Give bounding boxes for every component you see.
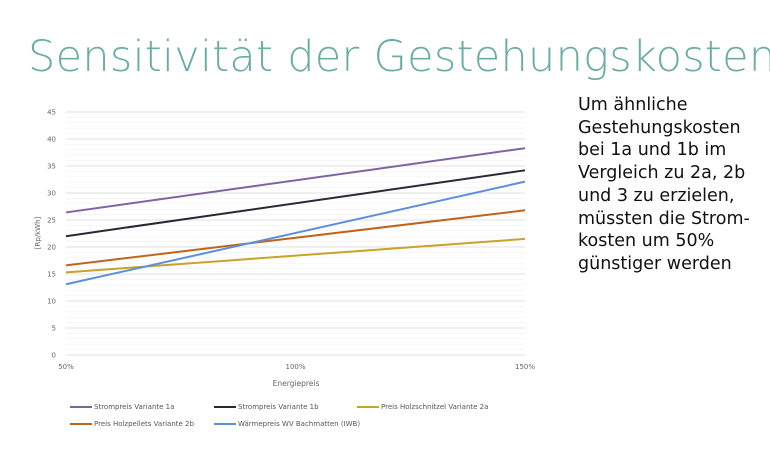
legend-label: Wärmepreis WV Bachmatten (IWB) bbox=[238, 420, 361, 428]
line-chart: 0 5 10 15 20 25 30 35 40 45 50% 100% 150% Energiepre… bbox=[34, 109, 535, 389]
y-tick-label: 20 bbox=[47, 244, 56, 252]
side-text-line: bei 1a und 1b im bbox=[578, 140, 727, 161]
y-tick-label: 35 bbox=[47, 163, 56, 171]
legend-swatch bbox=[214, 422, 236, 426]
y-tick-label: 15 bbox=[47, 271, 56, 279]
legend-item: Strompreis Variante 1a bbox=[70, 403, 174, 411]
slide-title: Sensitivität der Gestehungskosten bbox=[28, 32, 770, 82]
series-line bbox=[65, 180, 526, 286]
legend-swatch bbox=[357, 405, 379, 409]
y-tick-label: 25 bbox=[47, 217, 56, 225]
legend-item: Wärmepreis WV Bachmatten (IWB) bbox=[214, 420, 360, 428]
side-text-line: günstiger werden bbox=[578, 253, 732, 274]
legend-label: Preis Holzschnitzel Variante 2a bbox=[381, 403, 489, 411]
side-text-line: müssten die Strom- bbox=[578, 208, 750, 229]
y-tick-label: 5 bbox=[52, 325, 56, 333]
series-line bbox=[65, 169, 526, 238]
legend-item: Preis Holzpellets Variante 2b bbox=[70, 420, 194, 428]
y-axis-label: [Rp/kWh] bbox=[34, 216, 42, 249]
series-line bbox=[65, 237, 526, 274]
y-tick-label: 0 bbox=[52, 352, 56, 360]
legend-label: Strompreis Variante 1a bbox=[94, 403, 175, 411]
x-axis-label: Energiepreis bbox=[273, 379, 320, 388]
y-tick-label: 10 bbox=[47, 298, 56, 306]
side-text-line: kosten um 50% bbox=[578, 231, 715, 252]
side-text-line: und 3 zu erzielen, bbox=[578, 185, 735, 206]
legend-item: Strompreis Variante 1b bbox=[214, 403, 319, 411]
side-text-line: Vergleich zu 2a, 2b bbox=[578, 163, 746, 184]
side-text: Um ähnliche Gestehungskosten bei 1a und … bbox=[578, 94, 763, 276]
legend-label: Strompreis Variante 1b bbox=[238, 403, 319, 411]
side-text-line: Gestehungskosten bbox=[578, 117, 741, 138]
x-tick-label: 100% bbox=[285, 363, 305, 371]
legend-item: Preis Holzschnitzel Variante 2a bbox=[357, 403, 488, 411]
legend-swatch bbox=[214, 405, 236, 409]
x-tick-label: 50% bbox=[58, 363, 74, 371]
legend-swatch bbox=[70, 405, 92, 409]
side-text-line: Um ähnliche bbox=[578, 95, 688, 115]
y-tick-label: 40 bbox=[47, 136, 56, 144]
series-line bbox=[65, 147, 526, 214]
y-tick-label: 45 bbox=[47, 109, 56, 117]
x-tick-label: 150% bbox=[515, 363, 535, 371]
legend-swatch bbox=[70, 422, 92, 426]
series-line bbox=[65, 209, 526, 267]
y-tick-label: 30 bbox=[47, 190, 56, 198]
legend-label: Preis Holzpellets Variante 2b bbox=[94, 420, 194, 428]
